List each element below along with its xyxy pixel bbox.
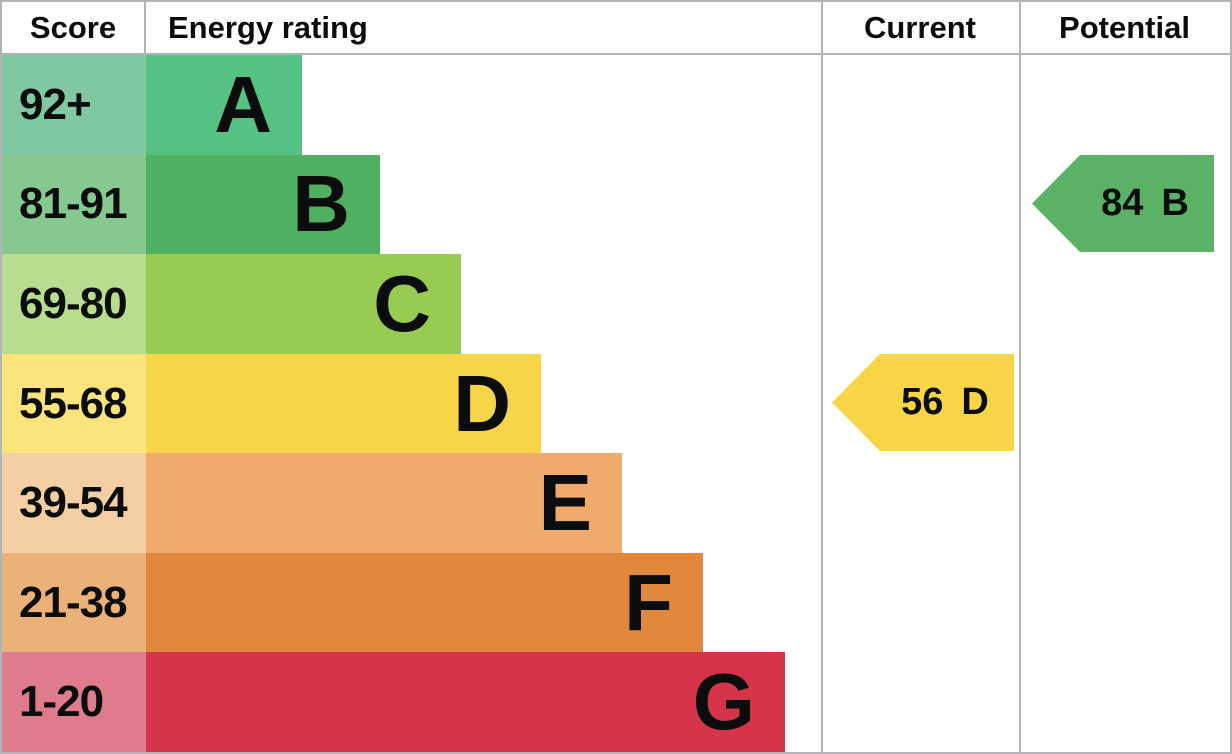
chart-header-row: Score Energy rating Current Potential xyxy=(2,2,1230,53)
band-row-a: 92+ A xyxy=(2,55,821,155)
rating-letter-b: B xyxy=(292,159,350,249)
rating-bar-f: F xyxy=(146,552,703,653)
potential-column-header: Potential xyxy=(1059,9,1190,45)
potential-column-divider xyxy=(1019,2,1021,752)
current-rating-letter: D xyxy=(961,381,989,423)
rating-bar-e: E xyxy=(146,453,622,553)
potential-score-value: 84 xyxy=(1101,182,1144,224)
rating-letter-a: A xyxy=(214,59,272,149)
band-row-f: 21-38 F xyxy=(2,552,821,653)
rating-letter-e: E xyxy=(538,458,592,548)
header-divider-line xyxy=(2,53,1230,55)
potential-rating-arrow: 84 B xyxy=(1032,155,1214,252)
band-row-c: 69-80 C xyxy=(2,254,821,354)
rating-bar-a: A xyxy=(146,55,302,155)
rating-bar-c: C xyxy=(146,254,461,354)
score-range-c: 69-80 xyxy=(2,254,146,354)
score-range-e: 39-54 xyxy=(2,453,146,553)
rating-bar-d: D xyxy=(146,353,541,454)
potential-rating-letter: B xyxy=(1161,182,1189,224)
score-range-f: 21-38 xyxy=(2,552,146,653)
energy-rating-column-header: Energy rating xyxy=(168,9,368,45)
score-range-b: 81-91 xyxy=(2,154,146,255)
rating-bands: 92+ A 81-91 B 69-80 C 55-68 D 39-54 xyxy=(2,55,821,752)
band-row-g: 1-20 G xyxy=(2,652,821,752)
current-rating-arrow: 56 D xyxy=(832,354,1014,451)
score-range-a: 92+ xyxy=(2,55,146,155)
current-score-value: 56 xyxy=(901,381,944,423)
score-column-header: Score xyxy=(2,2,146,53)
score-range-g: 1-20 xyxy=(2,652,146,752)
rating-letter-c: C xyxy=(373,258,431,348)
band-row-b: 81-91 B xyxy=(2,154,821,255)
score-range-d: 55-68 xyxy=(2,353,146,454)
rating-letter-d: D xyxy=(453,358,511,448)
rating-letter-g: G xyxy=(692,657,755,747)
current-column-divider xyxy=(821,2,823,752)
current-column-header: Current xyxy=(864,9,976,45)
rating-letter-f: F xyxy=(624,557,673,647)
band-row-e: 39-54 E xyxy=(2,453,821,553)
rating-bar-b: B xyxy=(146,154,380,255)
band-row-d: 55-68 D xyxy=(2,353,821,454)
rating-bar-g: G xyxy=(146,652,785,752)
